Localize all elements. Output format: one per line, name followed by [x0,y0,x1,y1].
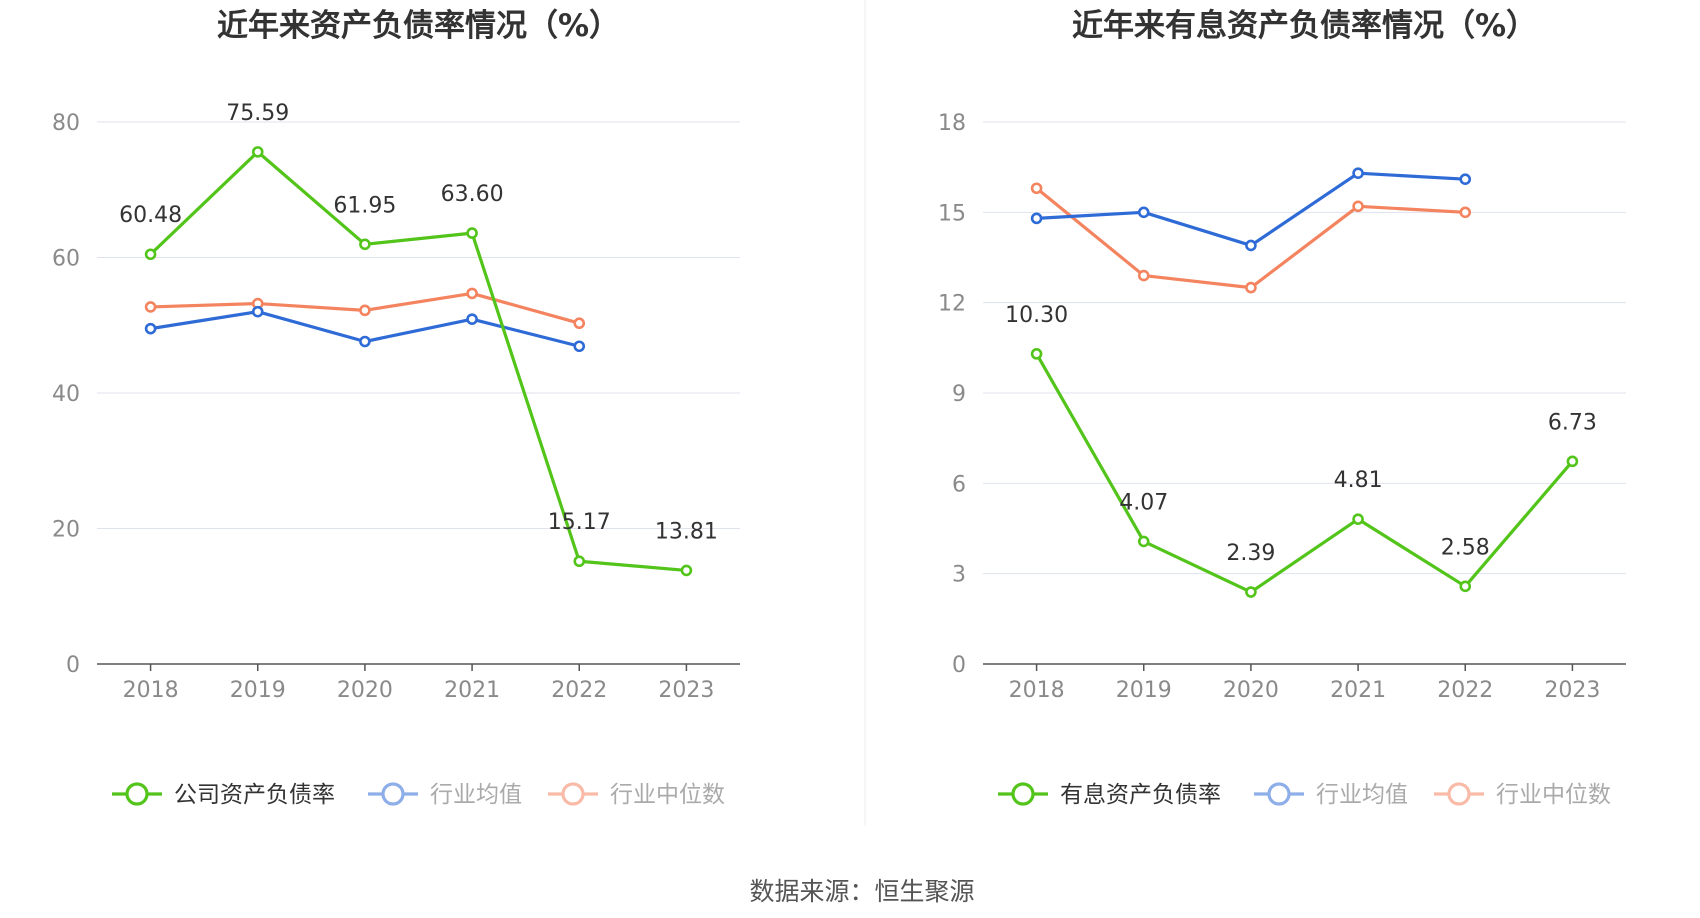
data-label: 63.60 [441,182,504,207]
legend-swatch-marker [1011,782,1035,806]
data-label: 2.58 [1441,535,1490,560]
data-point [1030,212,1043,225]
interest-debt-ratio-chart: 近年来有息资产负债率情况（%） 0 3 6 9 12 15 18 2018 2019 2020 202… [938,8,1626,808]
data-point [359,335,371,348]
data-point [359,238,371,251]
y-tick-label: 18 [938,111,966,136]
data-point [680,564,693,577]
data-point [144,322,157,335]
data-label: 4.81 [1334,468,1383,493]
x-tick-label: 2021 [1330,678,1386,703]
legend-label: 有息资产负债率 [1060,782,1221,808]
y-tick-label: 60 [52,247,80,272]
legend-swatch-marker [1447,782,1471,806]
data-point [573,555,586,568]
data-point [1352,200,1364,213]
data-point [1352,167,1364,179]
x-tick-label: 2023 [1544,678,1600,703]
legend-swatch-marker [561,782,585,806]
data-label: 10.30 [1005,303,1068,328]
y-tick-label: 15 [938,201,966,226]
data-point [1245,586,1257,598]
data-label: 2.39 [1226,541,1275,566]
data-point [1030,182,1043,195]
data-point [144,248,157,261]
y-tick-label: 9 [952,382,966,407]
data-point [251,146,264,158]
source-note: 数据来源：恒生聚源 [749,877,974,906]
y-tick-label: 20 [52,518,80,543]
legend-label: 行业均值 [430,782,522,808]
data-point [1566,455,1579,468]
legend-swatch-marker [125,782,149,806]
data-point [466,287,478,300]
y-tick-label: 0 [952,653,966,678]
x-tick-label: 2020 [1223,678,1279,703]
data-point [1459,173,1472,186]
data-point [466,227,478,239]
data-point [1459,580,1472,593]
chart-title: 近年来资产负债率情况（%） [217,8,620,44]
data-point [1137,269,1150,282]
data-label: 61.95 [333,193,396,218]
data-point [1352,513,1364,525]
data-point [1030,348,1043,360]
legend-label: 行业中位数 [610,782,725,808]
legend-swatch-marker [381,782,405,806]
data-point [1245,239,1257,252]
y-tick-label: 0 [66,653,80,678]
x-tick-label: 2019 [230,678,286,703]
legend-swatch-marker [1267,782,1291,806]
legend-label: 行业均值 [1316,782,1408,808]
x-tick-label: 2020 [337,678,393,703]
data-point [1245,281,1257,294]
data-label: 60.48 [119,203,182,228]
data-point [144,301,157,313]
x-tick-label: 2023 [658,678,714,703]
y-tick-label: 6 [952,472,966,497]
y-tick-label: 12 [938,292,966,317]
x-tick-label: 2022 [1437,678,1493,703]
data-point [466,313,478,325]
data-label: 15.17 [548,510,611,535]
data-point [1459,206,1472,219]
x-tick-label: 2019 [1116,678,1172,703]
data-label: 4.07 [1119,490,1168,515]
x-tick-label: 2021 [444,678,500,703]
series-line [149,150,687,573]
legend-label: 公司资产负债率 [174,782,335,808]
x-tick-label: 2018 [1009,678,1065,703]
data-label: 6.73 [1548,410,1597,435]
data-label: 75.59 [226,101,289,126]
data-point [251,305,264,318]
series-line [1035,353,1574,594]
debt-ratio-chart: 近年来资产负债率情况（%） 0 20 40 60 80 2018 2019 2020 2021 20… [52,8,740,808]
x-tick-label: 2022 [551,678,607,703]
data-point [359,304,371,317]
series-line [1035,187,1466,290]
y-tick-label: 40 [52,382,80,407]
y-tick-label: 80 [52,111,80,136]
legend-label: 行业中位数 [1496,782,1611,808]
data-point [573,317,586,330]
data-point [1137,535,1150,548]
data-point [1137,206,1150,219]
chart-title: 近年来有息资产负债率情况（%） [1072,8,1537,44]
x-tick-label: 2018 [123,678,179,703]
data-point [573,340,586,353]
y-tick-label: 3 [952,563,966,588]
data-label: 13.81 [655,519,718,544]
